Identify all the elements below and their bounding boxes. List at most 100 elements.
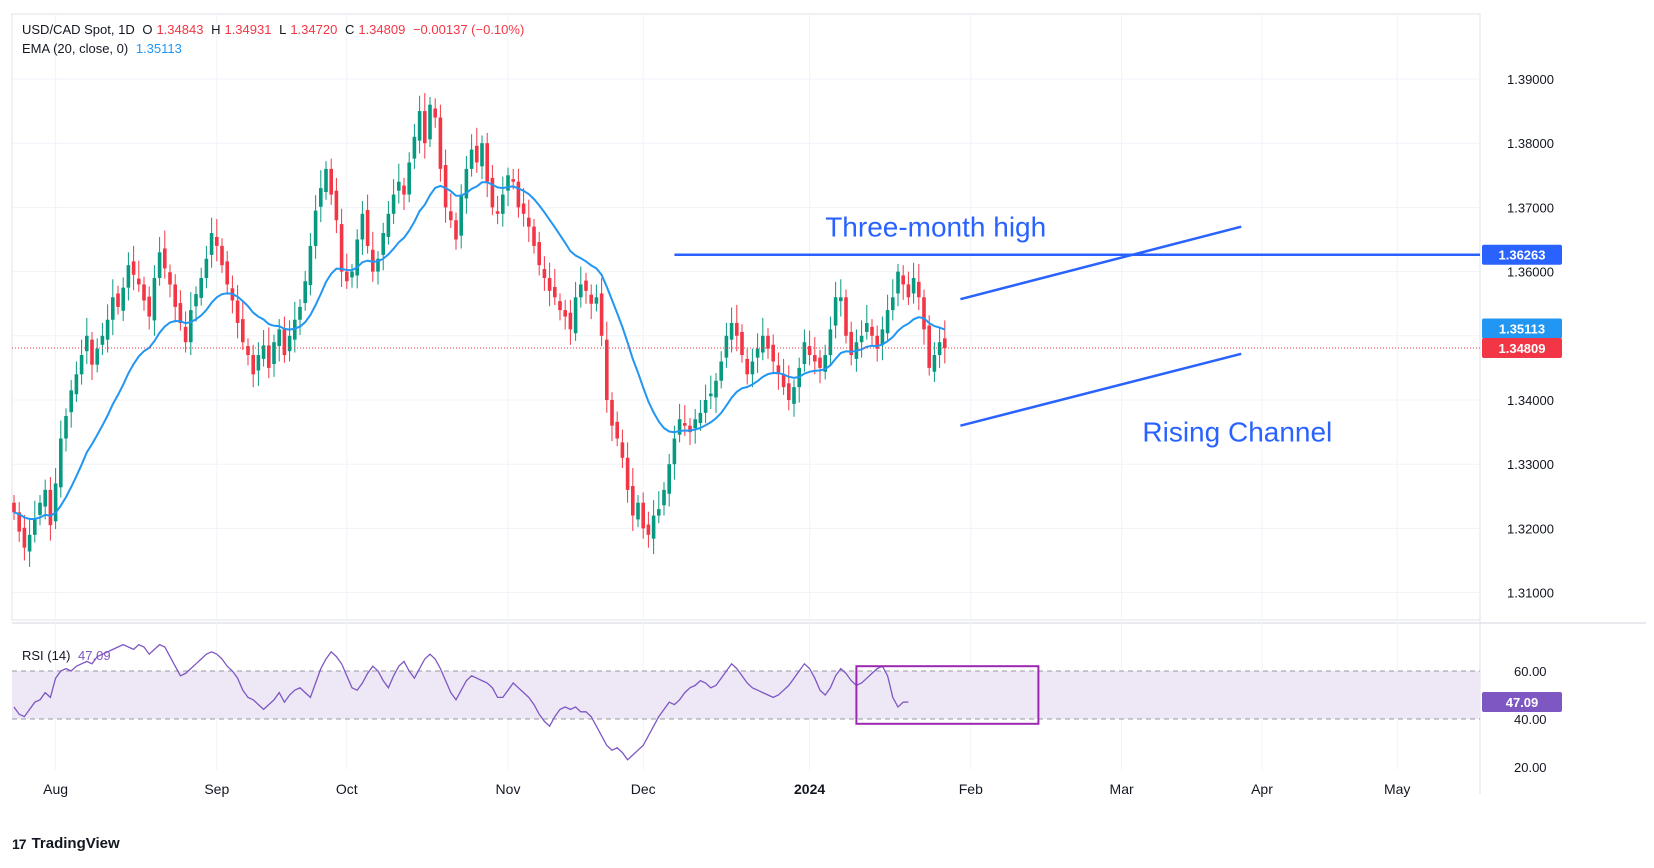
candle-body xyxy=(662,489,666,506)
candle-body xyxy=(745,358,749,375)
rsi-tick-label: 40.00 xyxy=(1514,712,1547,727)
candle-body xyxy=(677,419,682,435)
candle-body xyxy=(532,226,536,246)
candle-body xyxy=(631,486,635,516)
candle-body xyxy=(27,534,32,552)
candle-body xyxy=(475,145,479,163)
candle-body xyxy=(85,335,89,352)
candle-body xyxy=(178,303,183,323)
candle-body xyxy=(651,515,656,539)
candle-body xyxy=(495,211,500,214)
candle-body xyxy=(688,425,692,433)
candle-body xyxy=(724,335,729,358)
candle-body xyxy=(766,335,770,349)
candle-body xyxy=(802,342,807,365)
candle-body xyxy=(241,319,245,343)
candle-body xyxy=(719,361,723,381)
rsi-header: RSI (14) 47.09 xyxy=(22,648,115,664)
candle-body xyxy=(698,412,703,424)
candle-body xyxy=(896,271,900,294)
candle-body xyxy=(428,104,432,140)
candle-body xyxy=(563,310,567,317)
candle-body xyxy=(844,297,848,336)
candle-body xyxy=(116,293,120,307)
candle-body xyxy=(100,335,105,345)
candle-body xyxy=(267,345,271,368)
candle-body xyxy=(833,297,838,326)
tradingview-logo[interactable]: 17 TradingView xyxy=(12,835,120,852)
candle-body xyxy=(277,329,281,347)
candle-body xyxy=(345,271,349,282)
candle-body xyxy=(313,210,318,246)
candle-body xyxy=(875,335,879,349)
candle-body xyxy=(261,345,266,359)
candle-body xyxy=(594,297,599,304)
candle-body xyxy=(256,355,261,371)
candle-body xyxy=(787,383,791,400)
resistance-price-tag-bg xyxy=(1482,244,1562,265)
candle-body xyxy=(433,108,437,118)
candle-body xyxy=(537,242,541,266)
candle-body xyxy=(464,168,469,199)
candle-body xyxy=(423,111,427,144)
candle-body xyxy=(246,346,250,356)
rsi-label[interactable]: RSI (14) xyxy=(22,648,71,663)
price-tick-label: 1.31000 xyxy=(1507,586,1554,601)
candle-body xyxy=(735,322,739,336)
candle-body xyxy=(293,319,297,340)
symbol-label[interactable]: USD/CAD Spot, 1D xyxy=(22,22,135,37)
candle-body xyxy=(584,280,588,291)
last-price-tag-bg xyxy=(1482,338,1562,359)
candle-body xyxy=(599,293,604,336)
close-label: C 1.34809 xyxy=(344,22,406,37)
candle-body xyxy=(750,361,755,375)
candle-body xyxy=(215,236,219,246)
candle-body xyxy=(22,527,27,548)
candle-body xyxy=(620,442,625,458)
candle-body xyxy=(480,143,484,167)
candle-body xyxy=(298,306,302,320)
candle-body xyxy=(922,297,926,330)
candle-body xyxy=(69,390,73,413)
candle-body xyxy=(693,419,697,429)
candle-body xyxy=(157,252,162,279)
candle-body xyxy=(38,502,42,515)
candle-body xyxy=(729,322,734,340)
candle-body xyxy=(397,181,401,191)
time-tick-label: Sep xyxy=(204,781,229,797)
candle-body xyxy=(225,261,229,285)
ema-header: EMA (20, close, 0) 1.35113 xyxy=(22,41,186,57)
ema-price-tag: 1.35113 xyxy=(1499,322,1545,337)
candle-body xyxy=(12,502,16,513)
time-tick-label: Dec xyxy=(631,781,656,797)
candle-body xyxy=(714,380,718,398)
ema-label[interactable]: EMA (20, close, 0) xyxy=(22,41,129,56)
candle-body xyxy=(64,416,68,439)
candle-body xyxy=(792,387,796,404)
candle-body xyxy=(43,489,47,507)
candle-body xyxy=(932,355,937,372)
candle-body xyxy=(33,518,37,535)
price-header: USD/CAD Spot, 1D O 1.34843 H 1.34931 L 1.34… xyxy=(22,22,528,38)
candle-body xyxy=(90,339,94,365)
candle-body xyxy=(17,512,21,532)
candle-body xyxy=(901,275,905,285)
candle-body xyxy=(761,335,765,353)
open-label: O 1.34843 xyxy=(142,22,204,37)
time-tick-label: Apr xyxy=(1251,781,1273,797)
candle-body xyxy=(771,344,775,362)
candle-body xyxy=(402,185,406,195)
candle-body xyxy=(891,297,895,311)
time-tick-label: Aug xyxy=(43,781,68,797)
candle-body xyxy=(672,438,677,465)
candle-body xyxy=(511,179,515,182)
candle-body xyxy=(121,287,125,311)
candle-body xyxy=(324,168,328,192)
candle-body xyxy=(147,296,151,317)
channel-annotation: Rising Channel xyxy=(1142,417,1332,448)
candle-body xyxy=(79,355,84,375)
candle-body xyxy=(558,301,562,311)
candle-body xyxy=(547,278,552,291)
candle-body xyxy=(126,265,131,288)
